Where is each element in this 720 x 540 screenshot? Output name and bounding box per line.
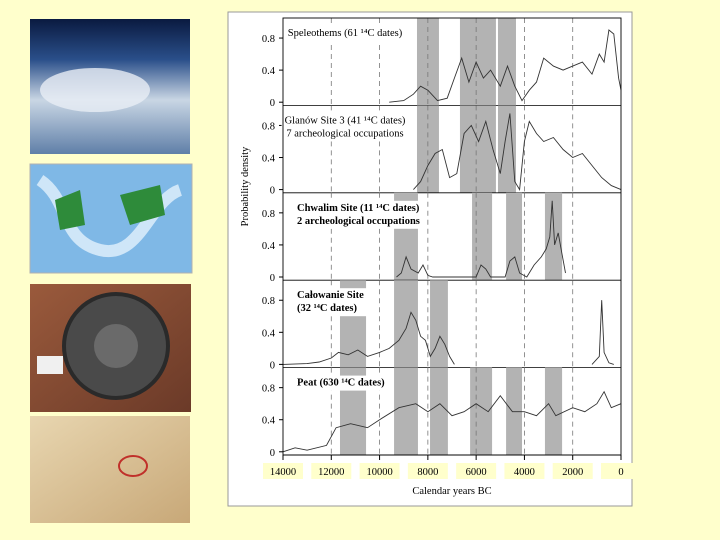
panel-label-box xyxy=(281,113,409,142)
x-tick-label-bg xyxy=(263,463,303,479)
panel-label: Glanów Site 3 (41 ¹⁴C dates) 7 archeologi… xyxy=(281,113,409,142)
x-tick-label-bg xyxy=(552,463,593,479)
y-tick-label: 0.8 xyxy=(262,121,275,132)
density-curve xyxy=(282,390,622,453)
x-tick-label: 8000 xyxy=(417,467,438,478)
shaded-interval xyxy=(459,105,496,193)
density-curve xyxy=(282,300,614,365)
shaded-interval xyxy=(497,18,516,106)
x-tick-label-bg xyxy=(601,463,641,479)
x-axis-label: Calendar years BC xyxy=(412,486,491,497)
x-tick-label: 6000 xyxy=(466,467,487,478)
panel-label: Chwalim Site (11 ¹⁴C dates) 2 archeologic… xyxy=(294,200,423,229)
shaded-interval xyxy=(506,192,523,281)
y-tick-label: 0.8 xyxy=(262,209,275,220)
shaded-interval xyxy=(416,18,439,106)
x-tick-label: 4000 xyxy=(514,467,535,478)
density-curve xyxy=(413,113,622,191)
panel-label-text: 7 archeological occupations xyxy=(286,128,403,139)
y-tick-label: 0.8 xyxy=(262,296,275,307)
y-tick-label: 0.4 xyxy=(262,241,276,252)
shaded-interval xyxy=(430,280,448,368)
x-tick-label-bg xyxy=(311,463,352,479)
y-tick-label: 0.8 xyxy=(262,34,275,45)
y-tick-label: 0 xyxy=(270,448,275,459)
y-tick-label: 0.4 xyxy=(262,328,276,339)
shaded-interval xyxy=(430,367,448,455)
density-curve xyxy=(396,200,566,278)
shaded-interval xyxy=(472,192,493,281)
chart: 0 0.4 0.8 Speleothems (61 ¹⁴C dates) 0 0.4 0.8… xyxy=(240,17,641,497)
y-axis-label: Probability density xyxy=(240,146,251,226)
x-tick-label: 14000 xyxy=(270,467,296,478)
shaded-interval xyxy=(470,367,493,455)
x-tick-label-bg xyxy=(407,463,448,479)
panel-label-text: 2 archeological occupations xyxy=(297,216,420,227)
x-tick-label: 10000 xyxy=(366,467,392,478)
plot-frame xyxy=(282,17,622,456)
paper-circle xyxy=(118,455,148,477)
x-tick-label: 0 xyxy=(618,467,623,478)
stone-plaque xyxy=(37,356,63,374)
x-tick-label: 2000 xyxy=(562,467,583,478)
y-tick-label: 0.4 xyxy=(262,416,276,427)
panel-label-text: (32 ¹⁴C dates) xyxy=(297,303,357,314)
shaded-interval xyxy=(497,105,516,193)
panel-label: Całowanie Site (32 ¹⁴C dates) xyxy=(294,288,368,317)
map-land xyxy=(55,185,165,230)
panel-label-box xyxy=(284,26,406,41)
y-tick-label: 0.4 xyxy=(262,66,276,77)
panel-label: Peat (630 ¹⁴C dates) xyxy=(294,375,389,391)
panel-label-box xyxy=(294,288,368,317)
x-tick-label-bg xyxy=(359,463,400,479)
panel-label-text: Glanów Site 3 (41 ¹⁴C dates) xyxy=(285,115,406,126)
x-tick-label-bg xyxy=(456,463,497,479)
photo-cloud xyxy=(40,68,150,112)
y-tick-label: 0 xyxy=(270,273,275,284)
y-tick-label: 0.8 xyxy=(262,384,275,395)
panel-label-text: Peat (630 ¹⁴C dates) xyxy=(297,378,385,389)
panel-label-box xyxy=(294,375,389,391)
y-tick-label: 0 xyxy=(270,360,275,371)
shaded-interval xyxy=(459,18,496,106)
density-curve xyxy=(389,29,622,103)
panel-label-text: Speleothems (61 ¹⁴C dates) xyxy=(288,28,403,39)
panel-label: Speleothems (61 ¹⁴C dates) xyxy=(284,26,406,41)
y-tick-label: 0.4 xyxy=(262,154,276,165)
stone-center xyxy=(94,324,138,368)
y-tick-label: 0 xyxy=(270,186,275,197)
panel-label-box xyxy=(294,200,423,229)
photo-paper-calendar xyxy=(30,416,190,523)
x-tick-label: 12000 xyxy=(318,467,344,478)
shaded-interval xyxy=(544,192,563,281)
y-tick-label: 0 xyxy=(270,98,275,109)
panel-label-text: Całowanie Site xyxy=(297,290,364,301)
x-tick-label-bg xyxy=(504,463,545,479)
shaded-interval xyxy=(394,280,418,368)
shaded-interval xyxy=(394,367,418,455)
panel-label-text: Chwalim Site (11 ¹⁴C dates) xyxy=(297,203,420,214)
shaded-interval xyxy=(416,105,439,193)
